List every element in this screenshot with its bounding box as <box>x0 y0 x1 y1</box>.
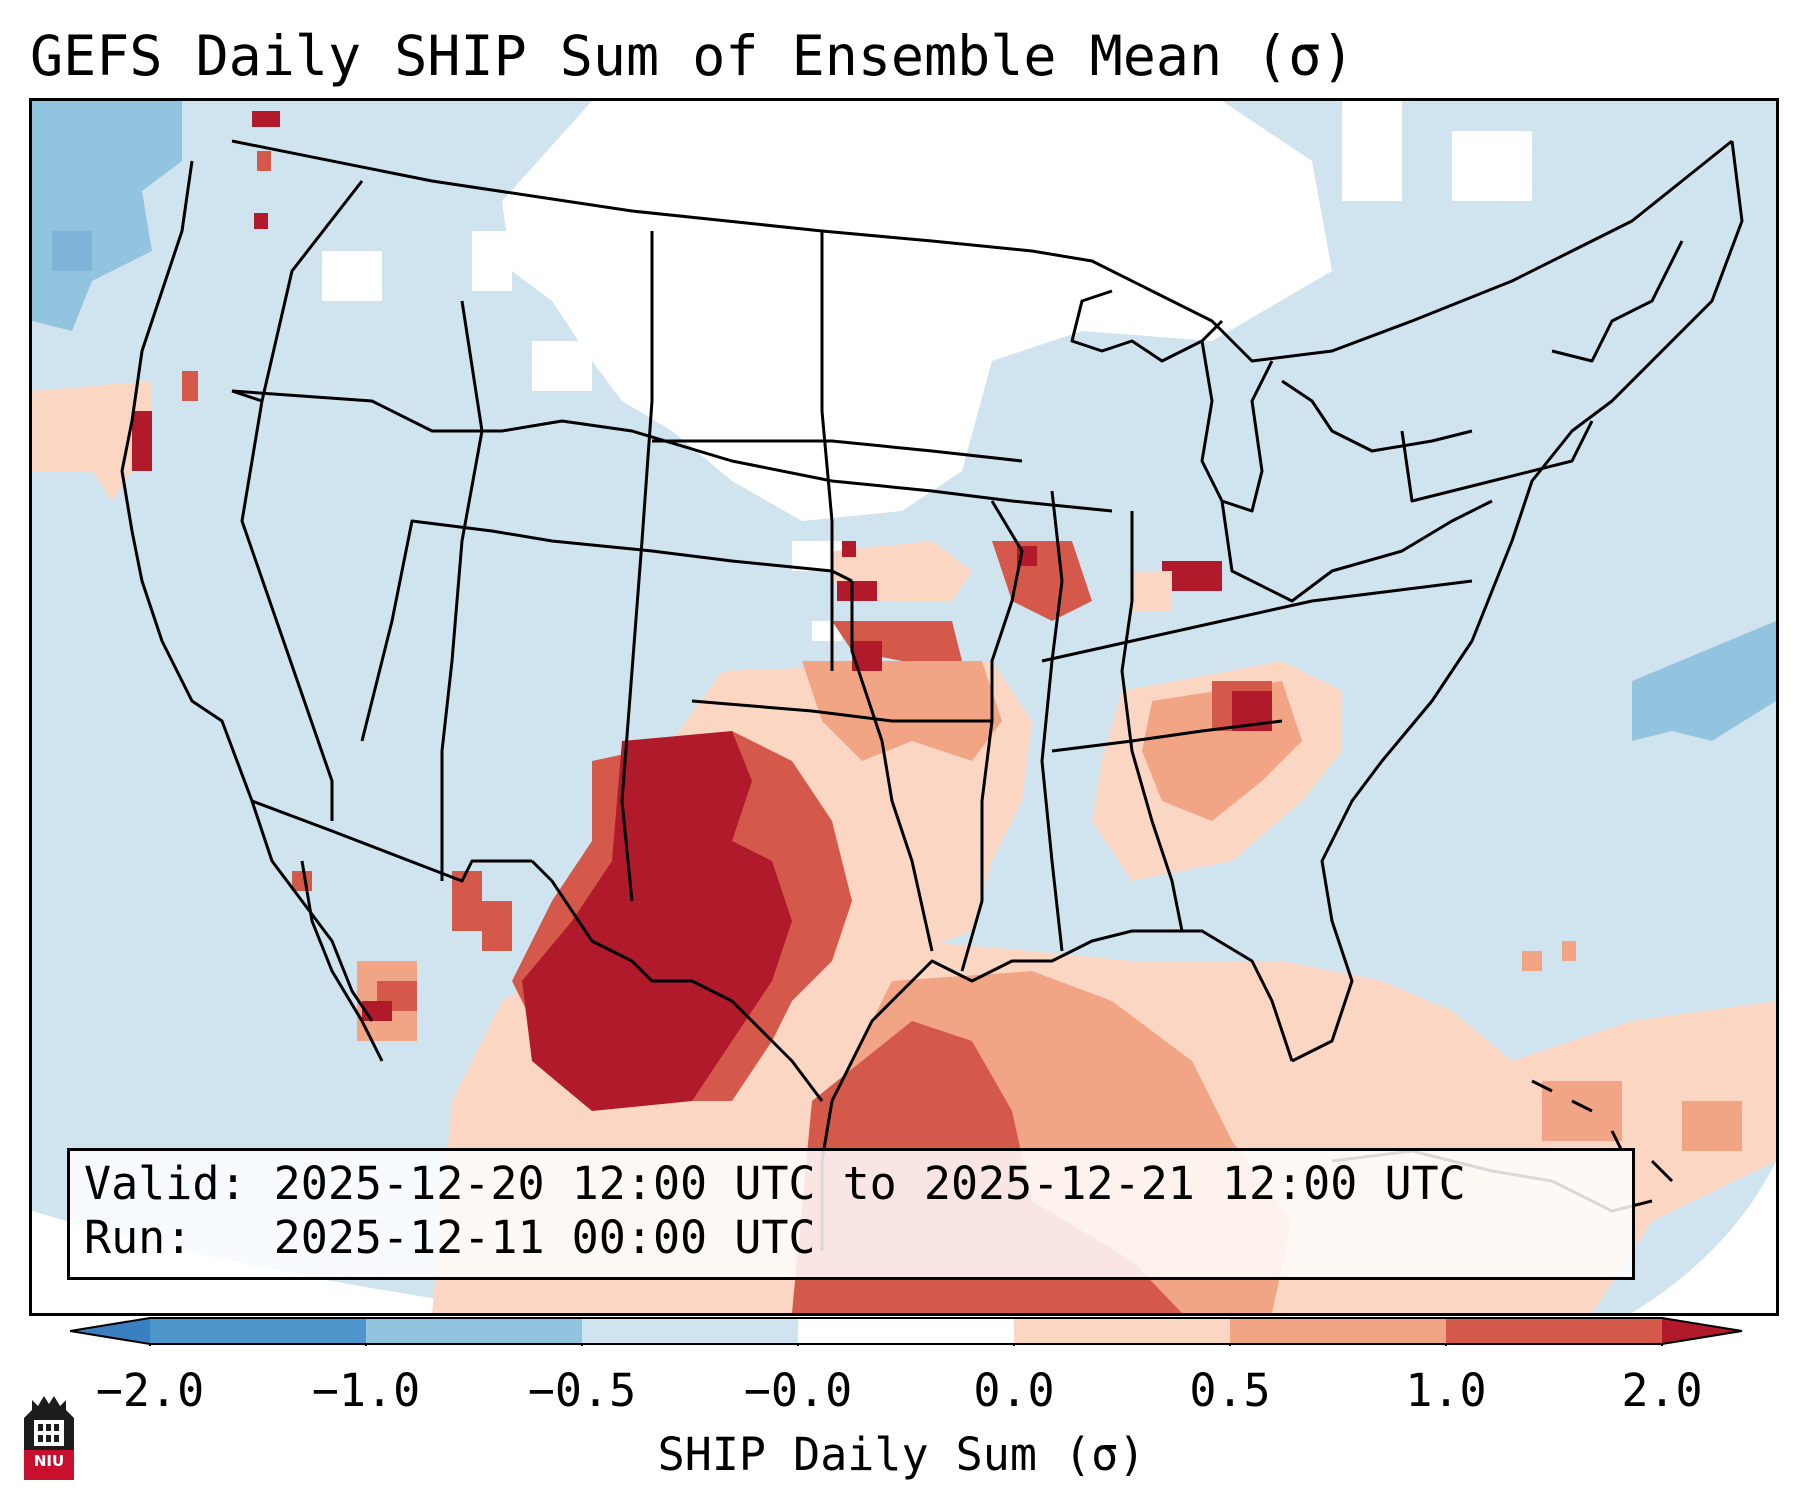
colorbar-bin <box>1014 1318 1230 1344</box>
run-row: Run: 2025-12-11 00:00 UTC <box>84 1211 1632 1265</box>
great-lakes <box>1070 289 1473 513</box>
colorbar-bin <box>1230 1318 1446 1344</box>
colorbar-bin <box>582 1318 798 1344</box>
colorbar-tick-label: −0.5 <box>527 1364 637 1417</box>
colorbar-extend-high <box>1662 1318 1742 1344</box>
map-panel[interactable] <box>29 98 1779 1316</box>
colorbar-tick-label: 2.0 <box>1621 1364 1703 1417</box>
valid-label: Valid: <box>84 1157 247 1210</box>
logo-text: NIU <box>33 1452 65 1470</box>
valid-row: Valid: 2025-12-20 12:00 UTC to 2025-12-2… <box>84 1157 1632 1211</box>
colorbar-bin <box>366 1318 582 1344</box>
colorbar-tick-label: 0.5 <box>1189 1364 1271 1417</box>
colorbar-tick-label: 1.0 <box>1405 1364 1487 1417</box>
anomaly-map <box>32 101 1776 1313</box>
rio-grande <box>530 859 824 1102</box>
colorbar-tick-label: 0.0 <box>973 1364 1055 1417</box>
colorbar-bin <box>1446 1318 1662 1344</box>
chart-title: GEFS Daily SHIP Sum of Ensemble Mean (σ) <box>30 24 1355 88</box>
valid-run-info-box: Valid: 2025-12-20 12:00 UTC to 2025-12-2… <box>67 1148 1635 1280</box>
east-coast <box>1291 140 1744 1063</box>
run-time: 2025-12-11 00:00 UTC <box>273 1211 816 1264</box>
colorbar-label: SHIP Daily Sum (σ) <box>657 1428 1146 1481</box>
colorbar-bin <box>150 1318 366 1344</box>
colorbar-bin <box>798 1318 1014 1344</box>
colorbar-tick-label: −2.0 <box>95 1364 205 1417</box>
canada-border <box>231 139 1153 293</box>
negative-regions <box>32 101 1776 741</box>
colorbar <box>70 1317 1743 1346</box>
mexico-border <box>251 799 532 883</box>
bahamas <box>1531 1079 1674 1183</box>
neutral-regions <box>322 101 1532 641</box>
colorbar-tick-label: −1.0 <box>311 1364 421 1417</box>
valid-time: 2025-12-20 12:00 UTC to 2025-12-21 12:00… <box>273 1157 1466 1210</box>
colorbar-tick-label: −0.0 <box>743 1364 853 1417</box>
gulf-coast <box>820 929 1294 1251</box>
projection-edge <box>32 1211 532 1313</box>
niu-logo: NIU <box>20 1390 78 1485</box>
baja <box>300 860 384 1062</box>
colorbar-extend-low <box>70 1318 150 1344</box>
run-label: Run: <box>84 1211 193 1264</box>
neutral-north-plains <box>502 101 1332 521</box>
